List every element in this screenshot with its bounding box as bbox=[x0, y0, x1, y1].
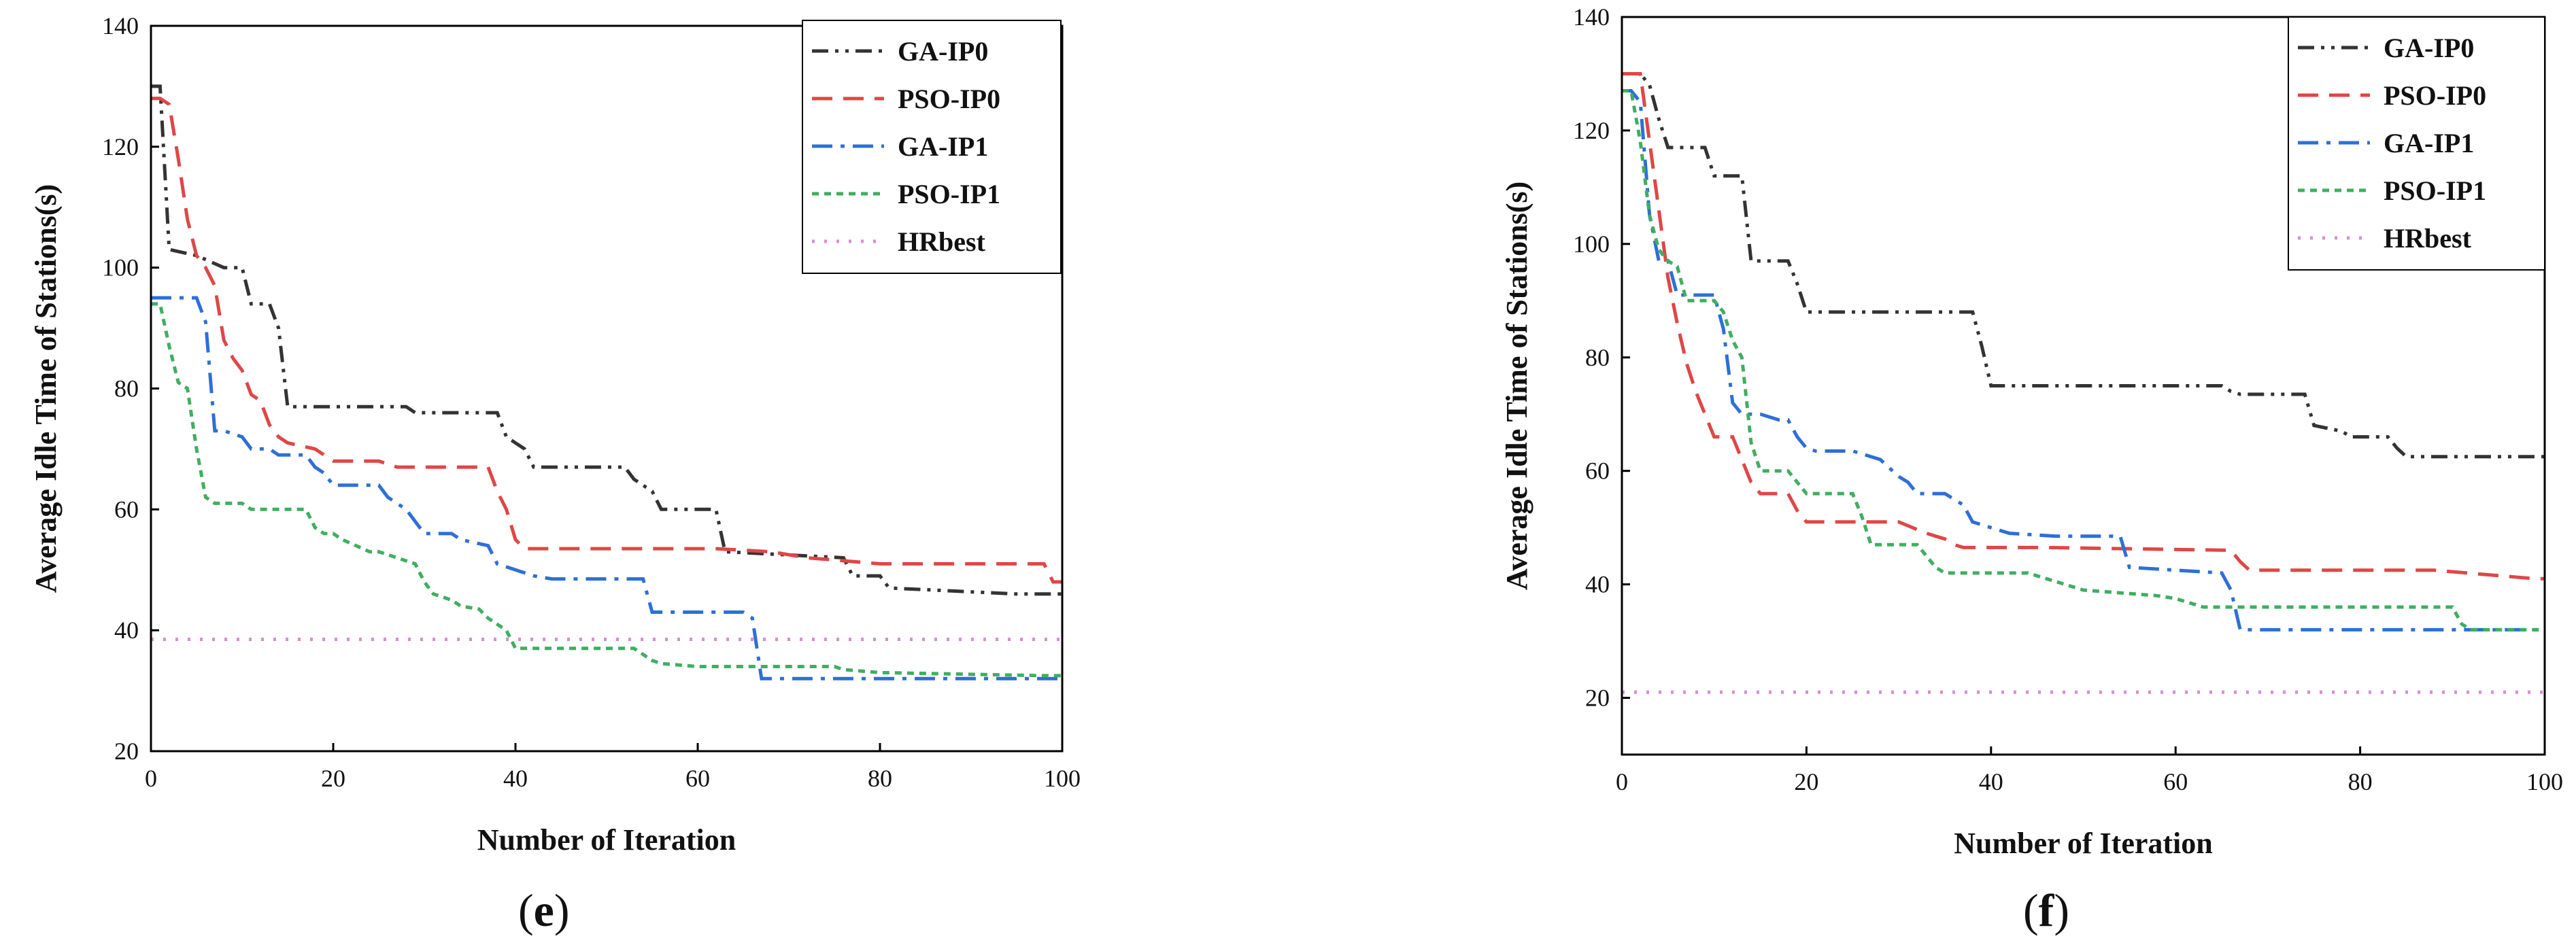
legend-label-pso-ip1: PSO-IP1 bbox=[2384, 175, 2486, 206]
caption-e-letter: e bbox=[533, 884, 554, 936]
y-tick-label: 120 bbox=[102, 133, 139, 160]
series-line-pso-ip1 bbox=[1622, 89, 2545, 632]
y-tick-label: 80 bbox=[1585, 344, 1610, 371]
legend: GA-IP0 PSO-IP0 GA-IP1 PSO-IP1 HRbest bbox=[2288, 16, 2545, 271]
y-tick-label: 60 bbox=[114, 496, 139, 523]
legend-label-ga-ip0: GA-IP0 bbox=[898, 36, 988, 67]
legend-box bbox=[802, 20, 1062, 274]
x-axis-title: Number of Iteration bbox=[477, 823, 736, 857]
x-tick-label: 100 bbox=[1044, 765, 1081, 792]
x-tick-label: 20 bbox=[1794, 768, 1818, 795]
x-tick-label: 60 bbox=[685, 765, 710, 792]
legend-label-pso-ip0: PSO-IP0 bbox=[2384, 80, 2486, 111]
x-tick-label: 80 bbox=[2348, 768, 2373, 795]
series-line-ga-ip1 bbox=[151, 296, 1062, 680]
caption-f: (f) bbox=[2023, 884, 2069, 936]
legend-label-ga-ip1: GA-IP1 bbox=[898, 131, 988, 162]
x-tick-label: 0 bbox=[1616, 768, 1628, 795]
y-tick-label: 60 bbox=[1585, 458, 1610, 485]
y-tick-label: 100 bbox=[102, 254, 139, 281]
y-tick-label: 140 bbox=[1573, 3, 1610, 31]
legend-label-pso-ip1: PSO-IP1 bbox=[898, 179, 1000, 209]
y-tick-label: 120 bbox=[1573, 117, 1610, 144]
x-tick-label: 80 bbox=[868, 765, 892, 792]
y-tick-label: 140 bbox=[102, 12, 139, 39]
x-tick-label: 20 bbox=[321, 765, 345, 792]
series-line-ga-ip1 bbox=[1622, 89, 2545, 632]
x-axis-title: Number of Iteration bbox=[1954, 827, 2212, 860]
series-line-pso-ip0 bbox=[1622, 72, 2545, 581]
y-tick-label: 40 bbox=[1585, 571, 1610, 598]
legend-label-hrbest: HRbest bbox=[2384, 223, 2472, 254]
y-axis-title: Average Idle Time of Stations(s) bbox=[1500, 182, 1533, 590]
x-tick-label: 40 bbox=[1979, 768, 2003, 795]
plot-frame bbox=[1621, 16, 2546, 756]
legend-label-ga-ip1: GA-IP1 bbox=[2384, 128, 2474, 158]
series-line-ga-ip0 bbox=[1622, 72, 2545, 459]
y-tick-label: 80 bbox=[114, 375, 139, 402]
legend-label-hrbest: HRbest bbox=[898, 226, 986, 257]
caption-f-letter: f bbox=[2038, 884, 2054, 936]
legend-label-pso-ip0: PSO-IP0 bbox=[898, 84, 1000, 114]
legend-box bbox=[2288, 16, 2545, 271]
y-tick-label: 20 bbox=[1585, 685, 1610, 712]
y-tick-label: 20 bbox=[114, 738, 139, 765]
x-tick-label: 60 bbox=[2163, 768, 2188, 795]
x-tick-label: 100 bbox=[2526, 768, 2563, 795]
x-tick-label: 40 bbox=[503, 765, 528, 792]
series-line-ga-ip0 bbox=[151, 84, 1062, 596]
chart-f: 0 20 40 60 80 100 20 40 60 80 100 120 140 Number of I… bbox=[1500, 3, 2563, 860]
y-tick-label: 100 bbox=[1573, 230, 1610, 258]
y-tick-label: 40 bbox=[114, 617, 139, 644]
y-axis-title: Average Idle Time of Stations(s) bbox=[29, 184, 63, 593]
legend: GA-IP0 PSO-IP0 GA-IP1 PSO-IP1 HRbest bbox=[802, 20, 1062, 274]
x-tick-label: 0 bbox=[145, 765, 157, 792]
caption-e: (e) bbox=[518, 884, 570, 936]
series-line-pso-ip1 bbox=[151, 302, 1062, 678]
series-line-pso-ip0 bbox=[151, 97, 1062, 584]
legend-label-ga-ip0: GA-IP0 bbox=[2384, 33, 2474, 63]
